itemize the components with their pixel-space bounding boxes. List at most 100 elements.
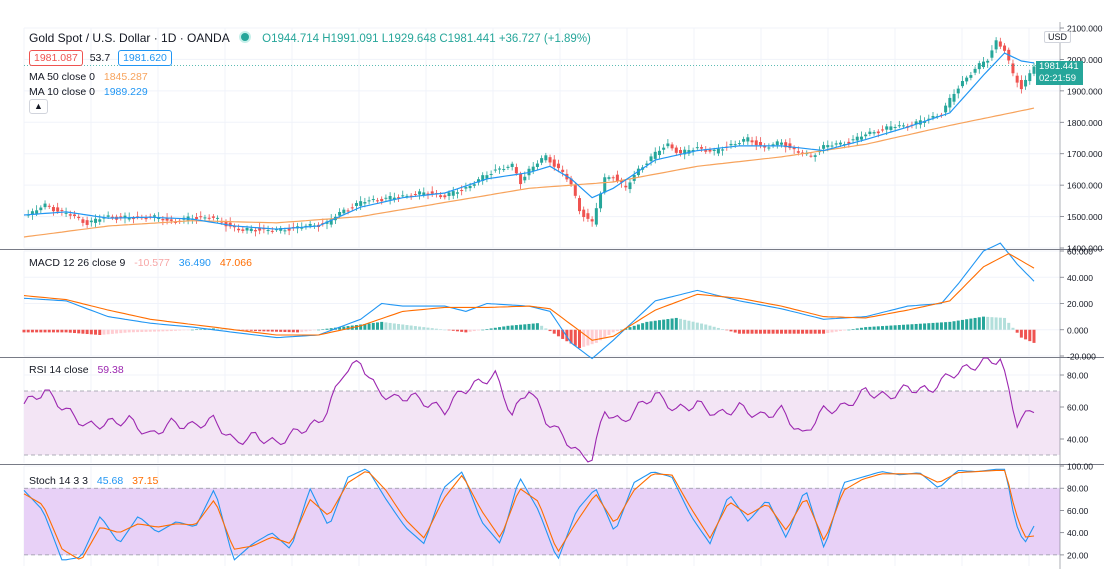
macd-histogram-bar bbox=[43, 329, 47, 333]
rsi-legend[interactable]: RSI 14 close 59.38 bbox=[29, 364, 124, 376]
macd-histogram-bar bbox=[712, 326, 716, 330]
candle-body bbox=[493, 169, 497, 171]
macd-histogram-bar bbox=[788, 329, 792, 334]
candle-body bbox=[85, 220, 89, 225]
candle-body bbox=[43, 203, 47, 208]
candle-body bbox=[102, 217, 106, 219]
macd-histogram-bar bbox=[931, 322, 935, 330]
macd-histogram-bar bbox=[127, 329, 131, 333]
macd-histogram-bar bbox=[687, 320, 691, 330]
macd-histogram-bar bbox=[464, 329, 468, 333]
macd-histogram-bar bbox=[889, 325, 893, 330]
candle-body bbox=[413, 194, 417, 196]
buy-price-button[interactable]: 1981.620 bbox=[118, 50, 172, 66]
macd-histogram-bar bbox=[439, 329, 443, 330]
candle-body bbox=[468, 185, 472, 189]
macd-histogram-bar bbox=[582, 329, 586, 347]
macd-histogram-bar bbox=[982, 316, 985, 330]
candle-body bbox=[359, 201, 363, 206]
macd-histogram-bar bbox=[304, 329, 308, 332]
macd-histogram-bar bbox=[645, 321, 649, 330]
candle-body bbox=[535, 163, 539, 167]
ma10-legend[interactable]: MA 10 close 0 1989.229 bbox=[29, 86, 148, 98]
macd-histogram-bar bbox=[380, 321, 384, 330]
macd-histogram-bar bbox=[498, 327, 502, 330]
candle-body bbox=[56, 207, 60, 212]
macd-histogram-bar bbox=[220, 328, 224, 330]
macd-legend[interactable]: MACD 12 26 close 9 -10.577 36.490 47.066 bbox=[29, 257, 252, 269]
candle-body bbox=[342, 209, 346, 214]
macd-histogram-bar bbox=[1015, 329, 1019, 333]
candle-body bbox=[902, 125, 906, 127]
macd-histogram-bar bbox=[493, 327, 497, 330]
macd-histogram-bar bbox=[397, 323, 401, 330]
main-legend: Gold Spot / U.S. Dollar · 1D · OANDA O19… bbox=[29, 31, 591, 45]
sell-price-button[interactable]: 1981.087 bbox=[29, 50, 83, 66]
y-tick-label-pane0: 1500.000 bbox=[1067, 212, 1103, 222]
macd-histogram-bar bbox=[653, 320, 657, 330]
macd-histogram-bar bbox=[758, 329, 762, 334]
candle-body bbox=[464, 187, 468, 189]
macd-histogram-bar bbox=[956, 320, 960, 330]
ohlc-close: C1981.441 bbox=[439, 33, 496, 45]
macd-histogram-bar bbox=[367, 323, 371, 330]
candle-body bbox=[1028, 73, 1032, 82]
macd-histogram-bar bbox=[578, 329, 581, 349]
chevron-up-icon[interactable]: ▲ bbox=[29, 99, 48, 114]
candle-body bbox=[645, 163, 649, 165]
candle-body bbox=[73, 214, 76, 216]
macd-histogram-bar bbox=[174, 329, 177, 331]
candle-body bbox=[695, 147, 699, 149]
candle-body bbox=[826, 145, 830, 148]
candle-body bbox=[338, 211, 342, 216]
candle-body bbox=[594, 208, 598, 225]
macd-histogram-bar bbox=[990, 317, 994, 330]
candle-body bbox=[603, 177, 607, 193]
candle-body bbox=[367, 200, 371, 202]
macd-histogram-bar bbox=[287, 329, 291, 333]
stoch-legend[interactable]: Stoch 14 3 3 45.68 37.15 bbox=[29, 475, 158, 487]
macd-histogram-bar bbox=[110, 329, 114, 334]
candle-body bbox=[1003, 45, 1007, 51]
currency-label[interactable]: USD bbox=[1044, 31, 1072, 43]
macd-histogram-bar bbox=[822, 329, 826, 334]
macd-histogram-bar bbox=[1028, 329, 1032, 342]
candle-body bbox=[573, 184, 577, 196]
candle-body bbox=[729, 143, 733, 146]
macd-histogram-bar bbox=[519, 324, 523, 330]
candle-body bbox=[64, 212, 68, 214]
macd-histogram-bar bbox=[704, 324, 708, 330]
candle-body bbox=[89, 220, 93, 223]
candle-body bbox=[203, 217, 207, 219]
macd-histogram-bar bbox=[535, 323, 539, 330]
candle-body bbox=[498, 168, 502, 170]
macd-histogram-bar bbox=[805, 329, 809, 334]
candle-body bbox=[220, 221, 224, 223]
candle-body bbox=[161, 219, 165, 221]
candle-body bbox=[965, 77, 969, 82]
candle-body bbox=[956, 88, 960, 94]
stoch-k-value: 45.68 bbox=[96, 475, 124, 487]
candle-body bbox=[418, 191, 422, 195]
macd-histogram-bar bbox=[750, 329, 754, 334]
candle-body bbox=[788, 143, 792, 149]
candle-body bbox=[754, 140, 758, 146]
macd-histogram-bar bbox=[960, 319, 964, 330]
candle-body bbox=[948, 97, 952, 108]
symbol-title[interactable]: Gold Spot / U.S. Dollar · 1D · OANDA bbox=[29, 31, 230, 45]
candle-body bbox=[380, 198, 384, 202]
macd-histogram-bar bbox=[98, 329, 102, 335]
macd-histogram-bar bbox=[140, 329, 144, 332]
candle-body bbox=[388, 196, 392, 200]
candle-body bbox=[927, 118, 931, 120]
ma50-legend[interactable]: MA 50 close 0 1845.287 bbox=[29, 71, 148, 83]
macd-histogram-bar bbox=[662, 319, 666, 330]
macd-histogram-bar bbox=[203, 328, 207, 330]
candle-body bbox=[994, 40, 998, 50]
macd-histogram-bar bbox=[245, 329, 249, 331]
ohlc-change: +36.727 (+1.89%) bbox=[498, 33, 591, 45]
rsi-band bbox=[24, 391, 1060, 455]
candle-body bbox=[742, 139, 746, 142]
macd-histogram-bar bbox=[94, 329, 98, 335]
